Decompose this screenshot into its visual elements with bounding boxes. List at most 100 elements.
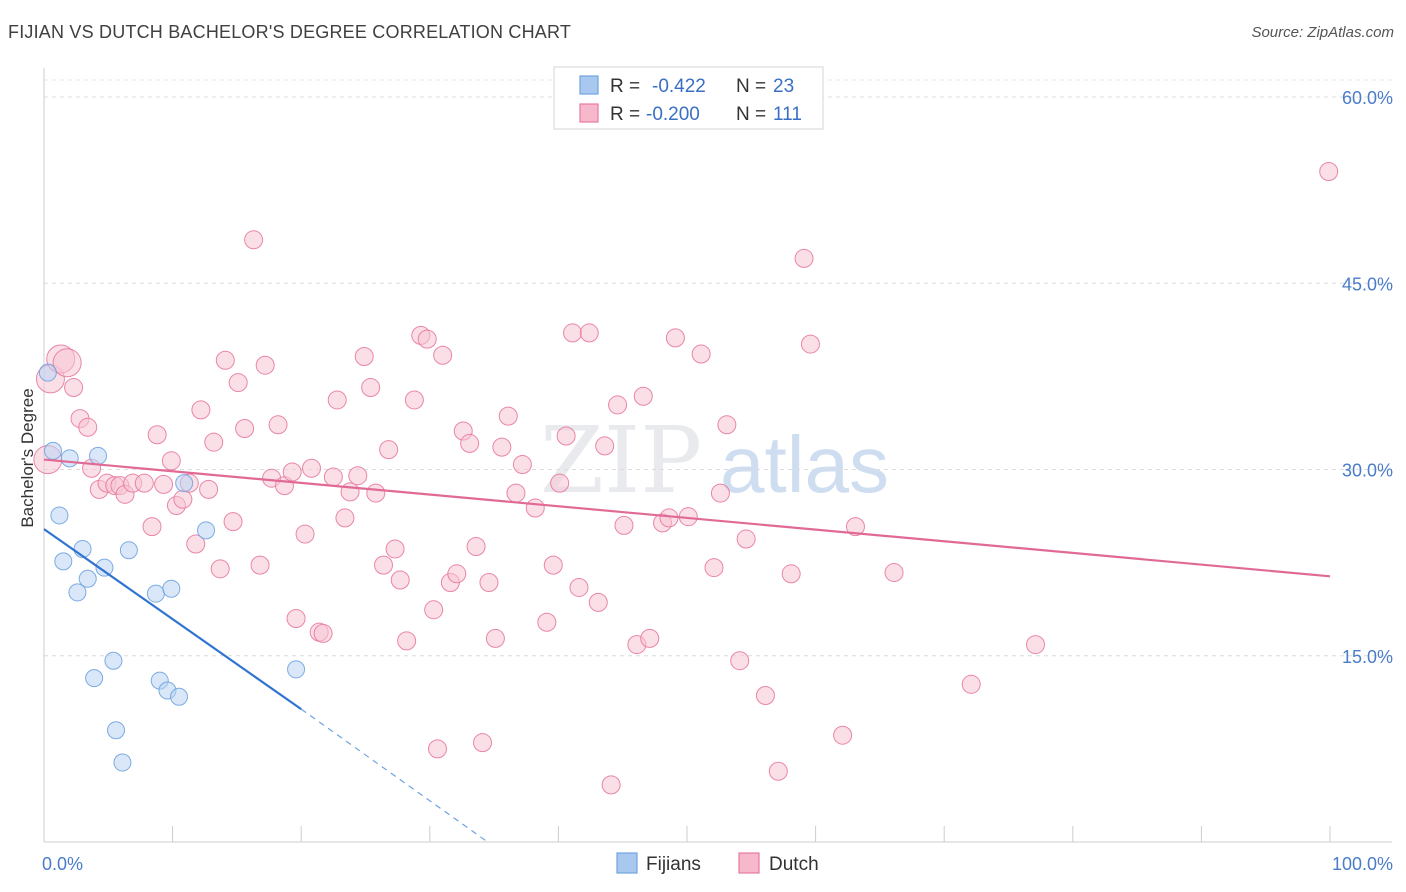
point-fijians bbox=[146, 584, 165, 603]
point-dutch bbox=[255, 355, 275, 375]
point-dutch bbox=[428, 739, 448, 759]
point-fijians bbox=[68, 583, 87, 602]
point-dutch bbox=[404, 390, 424, 410]
x-tick-label: 100.0% bbox=[1332, 854, 1393, 874]
point-fijians bbox=[85, 669, 104, 688]
watermark-zip: ZIP bbox=[540, 407, 702, 514]
chart-source: Source: ZipAtlas.com bbox=[1251, 24, 1394, 41]
series-legend: Fijians Dutch bbox=[616, 852, 819, 875]
point-dutch bbox=[295, 524, 315, 544]
point-dutch bbox=[556, 426, 576, 446]
point-dutch bbox=[210, 559, 230, 579]
point-dutch bbox=[640, 628, 660, 648]
point-dutch bbox=[466, 536, 486, 556]
point-dutch bbox=[563, 323, 583, 343]
point-dutch bbox=[569, 577, 589, 597]
point-dutch bbox=[374, 555, 394, 575]
point-fijians bbox=[287, 660, 306, 679]
point-dutch bbox=[543, 555, 563, 575]
legend-r-value-dutch: -0.200 bbox=[646, 104, 700, 125]
point-fijians bbox=[107, 721, 126, 740]
y-tick-label: 45.0% bbox=[1342, 274, 1393, 294]
point-fijians bbox=[50, 506, 69, 525]
point-dutch bbox=[1026, 635, 1046, 655]
point-fijians bbox=[54, 552, 73, 571]
point-fijians bbox=[38, 363, 57, 382]
point-dutch bbox=[154, 474, 174, 494]
point-dutch bbox=[550, 473, 570, 493]
point-dutch bbox=[379, 440, 399, 460]
point-dutch bbox=[537, 612, 557, 632]
legend-n-label: N = bbox=[736, 104, 766, 125]
axes bbox=[43, 68, 1392, 843]
point-fijians bbox=[78, 569, 97, 588]
legend-n-value-fijians: 23 bbox=[773, 76, 794, 97]
y-tick-label: 15.0% bbox=[1342, 647, 1393, 667]
point-dutch bbox=[525, 498, 545, 518]
point-dutch bbox=[52, 348, 82, 378]
point-dutch bbox=[473, 733, 493, 753]
point-dutch bbox=[348, 466, 368, 486]
point-dutch bbox=[717, 415, 737, 435]
watermark-atlas: atlas bbox=[720, 420, 889, 509]
bottom-legend-label-fijians: Fijians bbox=[646, 854, 701, 875]
bottom-legend-label-dutch: Dutch bbox=[769, 854, 819, 875]
point-dutch bbox=[485, 628, 505, 648]
trend-line-fijians bbox=[43, 528, 302, 711]
point-dutch bbox=[64, 378, 84, 398]
point-dutch bbox=[323, 467, 343, 487]
point-dutch bbox=[845, 517, 865, 537]
point-dutch bbox=[768, 761, 788, 781]
point-dutch bbox=[161, 451, 181, 471]
point-dutch bbox=[204, 432, 224, 452]
trend-lines bbox=[43, 458, 1331, 843]
point-dutch bbox=[215, 350, 235, 370]
legend-swatch-dutch bbox=[579, 103, 599, 123]
point-dutch bbox=[417, 329, 437, 349]
point-dutch bbox=[608, 395, 628, 415]
point-dutch bbox=[884, 563, 904, 583]
point-dutch bbox=[601, 775, 621, 795]
point-dutch bbox=[390, 570, 410, 590]
trend-line-fijians-extrapolated bbox=[300, 708, 489, 843]
point-dutch bbox=[595, 436, 615, 456]
point-dutch bbox=[268, 415, 288, 435]
point-dutch bbox=[498, 406, 518, 426]
y-tick-label: 30.0% bbox=[1342, 461, 1393, 481]
point-dutch bbox=[186, 534, 206, 554]
point-dutch bbox=[397, 631, 417, 651]
point-dutch bbox=[385, 539, 405, 559]
point-dutch bbox=[479, 572, 499, 592]
point-dutch bbox=[313, 623, 333, 643]
point-dutch bbox=[512, 455, 532, 475]
point-dutch bbox=[506, 483, 526, 503]
legend-n-label: N = bbox=[736, 76, 766, 97]
point-dutch bbox=[691, 344, 711, 364]
point-dutch bbox=[235, 419, 255, 439]
point-fijians bbox=[44, 441, 63, 460]
legend-swatch-fijians bbox=[579, 75, 599, 95]
point-dutch bbox=[134, 473, 154, 493]
point-fijians bbox=[197, 521, 216, 540]
point-dutch bbox=[147, 425, 167, 445]
trend-line-dutch bbox=[43, 458, 1331, 578]
point-dutch bbox=[800, 334, 820, 354]
point-dutch bbox=[633, 386, 653, 406]
point-dutch bbox=[354, 347, 374, 367]
point-fijians bbox=[170, 687, 189, 706]
point-dutch bbox=[665, 328, 685, 348]
point-dutch bbox=[730, 651, 750, 671]
point-dutch bbox=[833, 725, 853, 745]
point-fijians bbox=[104, 651, 123, 670]
point-fijians bbox=[113, 753, 132, 772]
point-dutch bbox=[366, 483, 386, 503]
point-dutch bbox=[614, 515, 634, 535]
point-dutch bbox=[173, 489, 193, 509]
point-fijians bbox=[175, 474, 194, 493]
point-dutch bbox=[447, 564, 467, 584]
point-dutch bbox=[588, 592, 608, 612]
point-dutch bbox=[244, 230, 264, 250]
point-fijians bbox=[162, 579, 181, 598]
point-dutch bbox=[736, 529, 756, 549]
